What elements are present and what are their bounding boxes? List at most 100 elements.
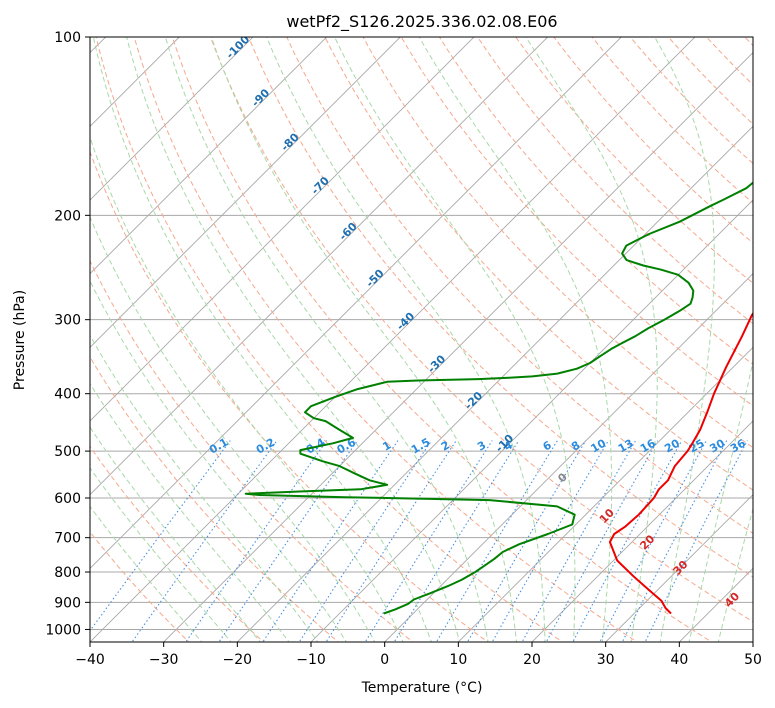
moist-adiabat-line [90, 382, 290, 642]
dry-adiabat-label: -20 [462, 389, 485, 412]
x-tick-label: 40 [670, 652, 688, 668]
moist-adiabat-line [92, 37, 432, 642]
x-tick-label: −10 [296, 652, 326, 668]
x-tick-label: 50 [744, 652, 762, 668]
x-tick-label: 10 [449, 652, 467, 668]
mixing-ratio-line [298, 440, 432, 642]
mixing-ratio-label: 20 [662, 436, 682, 455]
dry-adiabat-line [477, 37, 753, 325]
isotherm-line [531, 420, 753, 642]
x-tick-label: 30 [597, 652, 615, 668]
y-tick-label: 800 [54, 565, 81, 581]
dry-adiabat-line [90, 259, 414, 642]
x-tick-label: −30 [149, 652, 179, 668]
mixing-ratio-label: 10 [589, 436, 609, 455]
y-tick-label: 900 [54, 595, 81, 611]
dry-adiabat-line [362, 37, 753, 449]
dry-adiabat-line [133, 37, 638, 642]
plot-frame [89, 36, 754, 643]
moist-adiabat-line [164, 37, 489, 642]
dry-adiabat-line [90, 356, 340, 642]
mixing-ratio-line [435, 440, 558, 642]
isotherm-line [163, 52, 753, 642]
mixing-ratio-label: 36 [728, 436, 748, 455]
moist-adiabat-line [210, 37, 518, 642]
dry-adiabat-line [209, 37, 753, 623]
y-axis-label: Pressure (hPa) [12, 290, 28, 390]
y-tick-label: 700 [54, 531, 81, 547]
dry-adiabat-label: -90 [249, 86, 272, 109]
dry-adiabat-line [286, 37, 753, 534]
isotherm-line [310, 199, 753, 642]
dry-adiabat-line [629, 37, 753, 165]
isotherm-line [678, 567, 753, 642]
y-tick-label: 300 [54, 313, 81, 329]
mixing-ratio-line [621, 440, 728, 642]
x-tick-label: 20 [523, 652, 541, 668]
isotherm-line [752, 641, 753, 642]
mixing-ratio-line [185, 440, 328, 642]
chart-title: wetPf2_S126.2025.336.02.08.E06 [286, 12, 557, 32]
reference-line-labels: 0.1 0.2 0.4 0.6 1 1.5 2 3 4 6 8 10 13 16 20 25 30 36-100-… [207, 37, 748, 610]
dry-adiabat-line [438, 37, 753, 366]
mixing-ratio-line [393, 440, 520, 642]
dry-adiabat-line [770, 24, 775, 645]
temperature-profile-line [608, 311, 753, 615]
mixing-ratio-line [262, 440, 399, 642]
profile-series [244, 181, 753, 615]
isotherm-line [90, 37, 696, 642]
dry-adiabat-line [515, 37, 753, 284]
x-tick-label: 0 [380, 652, 389, 668]
dry-adiabat-line [90, 150, 489, 642]
isotherm-line [605, 494, 753, 642]
moist-adiabat-label: 10 [597, 506, 617, 526]
dry-adiabat-label: -30 [425, 352, 448, 375]
mixing-ratio-line [491, 440, 609, 642]
dry-adiabat-line [324, 37, 753, 491]
moist-adiabat-label: 20 [637, 532, 657, 552]
moist-adiabat-line [90, 135, 404, 642]
mixing-ratio-label: 0.1 [207, 436, 230, 457]
dry-adiabat-label: -50 [363, 267, 386, 290]
isotherm-line [90, 37, 254, 201]
dry-adiabat-line [400, 37, 753, 407]
dry-adiabat-line [171, 37, 713, 642]
y-tick-label: 500 [54, 444, 81, 460]
isotherm-line [90, 37, 180, 127]
x-tick-label: −20 [223, 652, 253, 668]
dry-adiabat-line [667, 37, 753, 125]
dry-adiabat-line [744, 37, 753, 47]
moist-adiabat-line [418, 37, 613, 642]
isotherm-line [384, 273, 753, 642]
mixing-ratio-line [599, 440, 707, 642]
axes: −40 −30 −20 −10 0 10 20 30 40 50 100 200 300 400 500 60… [45, 30, 762, 668]
dry-adiabat-line [705, 37, 753, 86]
moist-adiabat-line [126, 37, 461, 642]
mixing-ratio-line [521, 440, 637, 642]
y-tick-label: 200 [54, 208, 81, 224]
mixing-ratio-line [364, 440, 493, 642]
dry-adiabat-label: -60 [337, 220, 360, 243]
mixing-ratio-label: 13 [616, 437, 636, 456]
dewpoint-profile-line [244, 181, 753, 615]
isotherm-line [90, 37, 475, 422]
moist-adiabat-label: 30 [671, 558, 691, 578]
mixing-ratio-line [466, 440, 587, 642]
dry-adiabat-line [248, 37, 753, 578]
y-tick-label: 100 [54, 30, 81, 46]
y-tick-label: 400 [54, 387, 81, 403]
chart-grid [90, 24, 775, 645]
mixing-ratio-label: 1.5 [409, 436, 432, 457]
moist-adiabat-line [90, 467, 232, 642]
moist-adiabat-line [717, 506, 753, 642]
mixing-ratio-lines [90, 440, 748, 642]
moist-adiabat-line [266, 37, 546, 642]
mixing-ratio-line [572, 440, 683, 642]
moist-adiabat-line [525, 37, 658, 642]
moist-adiabat-line [90, 426, 261, 642]
isotherm-line [236, 125, 753, 642]
moist-adiabat-line [688, 358, 753, 642]
mixing-ratio-label: 16 [638, 436, 658, 455]
dry-adiabat-line [90, 445, 265, 642]
